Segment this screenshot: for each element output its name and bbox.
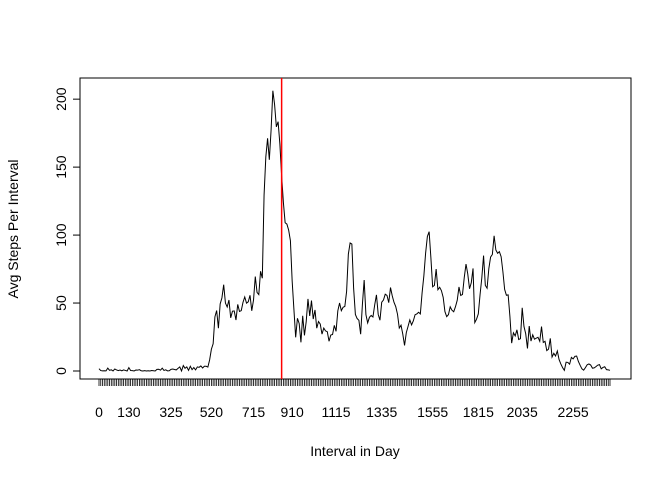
y-axis-label: Avg Steps Per Interval [5, 159, 21, 298]
y-tick-label: 150 [53, 155, 69, 179]
y-tick-label: 100 [53, 223, 69, 247]
x-tick-label: 130 [117, 404, 141, 420]
plot-frame [79, 77, 632, 380]
x-tick-label: 1815 [463, 404, 494, 420]
x-tick-label: 1335 [366, 404, 397, 420]
x-tick-label: 2035 [507, 404, 538, 420]
x-tick-label: 0 [95, 404, 103, 420]
y-tick-label: 0 [53, 367, 69, 375]
y-tick-label: 50 [53, 295, 69, 311]
series-line [98, 90, 611, 373]
x-tick-label: 325 [159, 404, 183, 420]
x-axis-label: Interval in Day [310, 443, 399, 459]
x-tick-label: 520 [200, 404, 224, 420]
y-tick-label: 200 [53, 87, 69, 111]
x-tick-label: 715 [242, 404, 266, 420]
y-axis: 0 50 100 150 200 [53, 87, 81, 375]
x-tick-label: 910 [280, 404, 304, 420]
x-tick-label: 2255 [558, 404, 589, 420]
x-axis: 0 130 325 520 715 910 1115 1335 1555 1815 2035 2255 [95, 378, 611, 420]
x-tick-label: 1115 [322, 404, 351, 420]
x-tick-label: 1555 [417, 404, 448, 420]
